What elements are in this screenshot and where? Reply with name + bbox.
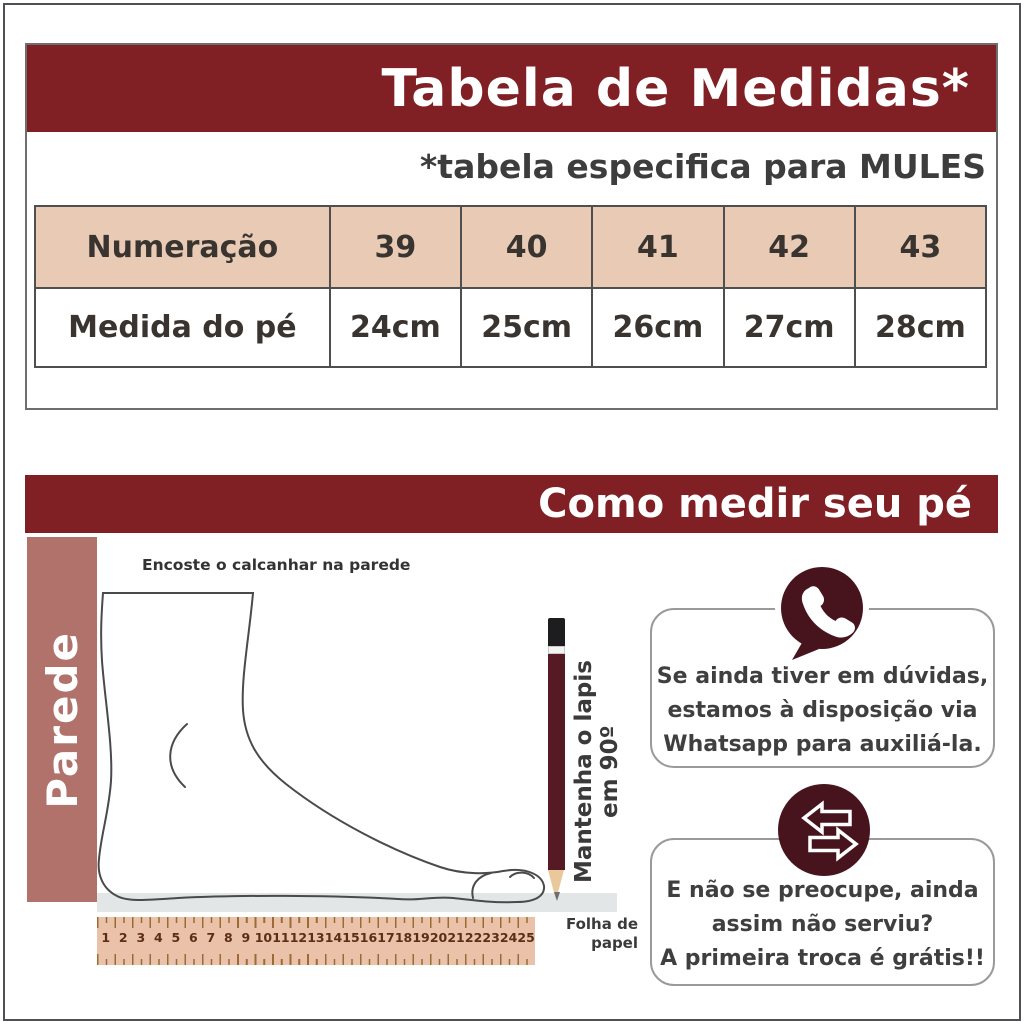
pencil-tip xyxy=(553,892,560,901)
table-cell-size: 39 xyxy=(328,205,463,289)
exchange-line-3: A primeira troca é grátis!! xyxy=(660,946,985,972)
ruler-numbers: 1 2 3 4 5 6 7 8 9 10 11 12 13 14 15 16 17 18 19 20 21 22 23 24 2… xyxy=(101,930,535,945)
paper-label: Folha de papel xyxy=(538,915,638,953)
exchange-line-2: assim não serviu? xyxy=(711,912,934,938)
table-row-sizes: Numeração 39 40 41 42 43 xyxy=(34,205,988,289)
paper-label-line2: papel xyxy=(591,933,638,952)
table-cell-measure: 24cm xyxy=(328,287,463,368)
table-subtitle: *tabela especifica para MULES xyxy=(420,147,986,186)
table-cell-size: 40 xyxy=(460,205,594,289)
table-cell-measure: 27cm xyxy=(722,287,856,368)
ruler-illustration: 1 2 3 4 5 6 7 8 9 10 11 12 13 14 15 16 17 18 19 20 21 22 23 24 2… xyxy=(97,917,535,965)
pencil-instruction: Mantenha o lapis em 90º xyxy=(571,660,623,884)
how-to-title: Como medir seu pé xyxy=(538,481,972,527)
size-table: Numeração 39 40 41 42 43 Medida do pé 24… xyxy=(34,205,988,368)
table-cell-measure: 25cm xyxy=(460,287,594,368)
help-line-2: estamos à disposição via xyxy=(667,698,978,724)
wall-bar: Parede xyxy=(27,537,97,902)
foot-illustration xyxy=(97,592,546,904)
ruler-ticks-top-minor xyxy=(97,917,535,923)
pencil-cap xyxy=(548,618,565,646)
table-cell-label: Numeração xyxy=(34,205,331,289)
pencil-wood xyxy=(548,870,564,900)
table-cell-measure: 26cm xyxy=(591,287,725,368)
how-to-title-bar: Como medir seu pé xyxy=(25,475,998,533)
whatsapp-word: Whatsapp xyxy=(663,732,789,758)
paper-label-line1: Folha de xyxy=(565,915,638,933)
exchange-line-1: E não se preocupe, ainda xyxy=(666,878,979,903)
table-cell-size: 42 xyxy=(722,205,856,289)
exchange-arrows-icon xyxy=(778,784,870,876)
table-cell-size: 43 xyxy=(853,205,988,289)
wall-label: Parede xyxy=(37,630,87,809)
ruler-ticks-bottom-minor xyxy=(97,959,535,965)
title-bar: Tabela de Medidas* xyxy=(27,45,996,132)
pencil-illustration xyxy=(548,618,565,906)
pencil-body xyxy=(548,654,565,870)
table-row-measures: Medida do pé 24cm 25cm 26cm 27cm 28cm xyxy=(34,287,988,368)
table-cell-size: 41 xyxy=(591,205,725,289)
help-line-3: Whatsapp para auxiliá-la. xyxy=(663,732,982,758)
whatsapp-icon xyxy=(775,561,869,667)
page-title: Tabela de Medidas* xyxy=(381,58,970,119)
heel-instruction: Encoste o calcanhar na parede xyxy=(142,556,411,574)
table-cell-label: Medida do pé xyxy=(34,287,331,368)
size-table-section: Tabela de Medidas* *tabela especifica pa… xyxy=(25,43,998,410)
table-cell-measure: 28cm xyxy=(853,287,988,368)
pencil-band xyxy=(548,646,565,654)
paper-sheet xyxy=(97,893,617,912)
help-line-1: Se ainda tiver em dúvidas, xyxy=(656,664,989,689)
